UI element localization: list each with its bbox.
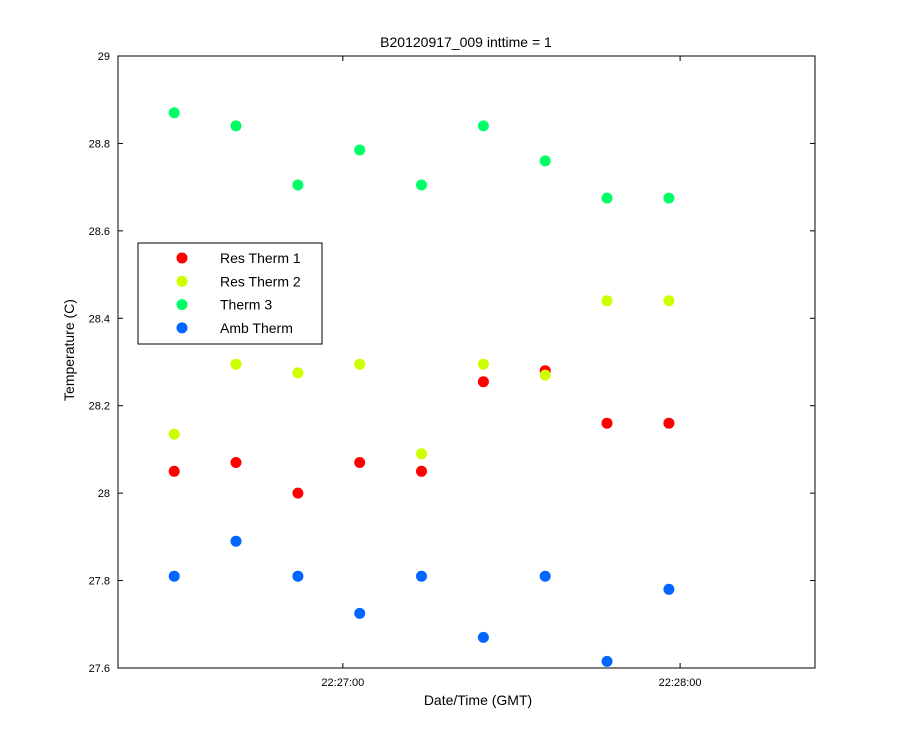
y-tick-label: 27.6 [89,663,110,675]
data-point [663,192,675,204]
y-tick-label: 28.4 [89,313,110,325]
series-res-therm-2 [168,295,675,460]
data-point [230,535,242,547]
data-point [230,120,242,132]
data-point [477,376,489,388]
data-point [663,295,675,307]
data-point [416,570,427,582]
data-point [230,457,242,468]
axis-ticks: 27.6 27.8 28 28.2 28.4 28.6 28.8 29 22:27:00 22:2… [89,51,815,689]
data-point [539,155,551,167]
data-point [416,179,427,191]
legend-label: Amb Therm [220,320,293,336]
legend-marker [176,322,188,334]
data-point [601,655,613,667]
legend-label: Res Therm 2 [220,273,301,289]
data-point [168,570,180,582]
data-point [354,457,366,468]
data-point [601,417,613,429]
legend-marker [176,252,188,264]
y-tick-label: 28.8 [89,138,110,150]
legend-label: Res Therm 1 [220,250,301,266]
data-point [168,107,180,119]
data-point [354,607,366,619]
data-point [477,631,489,643]
legend-marker [176,275,188,287]
data-point [292,367,304,379]
data-point [601,295,613,307]
y-tick-label: 28 [98,488,110,500]
legend-box [137,242,323,345]
series-therm-3 [168,107,675,204]
y-tick-label: 28.2 [89,401,110,413]
x-tick-label: 22:28:00 [659,677,702,689]
chart-title: B20120917_009 inttime = 1 [380,34,552,50]
data-point [663,417,675,429]
y-tick-label: 28.6 [89,226,110,238]
data-point [539,369,551,381]
y-tick-label: 27.8 [89,576,110,588]
x-tick-label: 22:27:00 [321,677,364,689]
data-point [230,358,242,370]
data-point [354,358,366,370]
data-point [539,570,551,582]
legend: Res Therm 1 Res Therm 2 Therm 3 Amb Therm [137,242,323,345]
data-point [416,465,427,477]
y-axis-label: Temperature (C) [61,299,77,401]
data-point [292,570,304,582]
legend-marker [176,299,188,311]
x-axis-label: Date/Time (GMT) [424,692,532,708]
data-point [477,120,489,132]
data-point [292,487,304,499]
data-point [354,144,366,156]
plot-area [117,55,816,669]
data-point [168,465,180,477]
y-tick-label: 29 [98,51,110,63]
data-point [416,448,427,460]
data-points [168,107,675,667]
data-point [601,192,613,204]
data-point [663,583,675,595]
data-point [168,428,180,440]
data-point [477,358,489,370]
series-amb-therm [168,535,675,667]
data-point [292,179,304,191]
legend-label: Therm 3 [220,297,272,313]
